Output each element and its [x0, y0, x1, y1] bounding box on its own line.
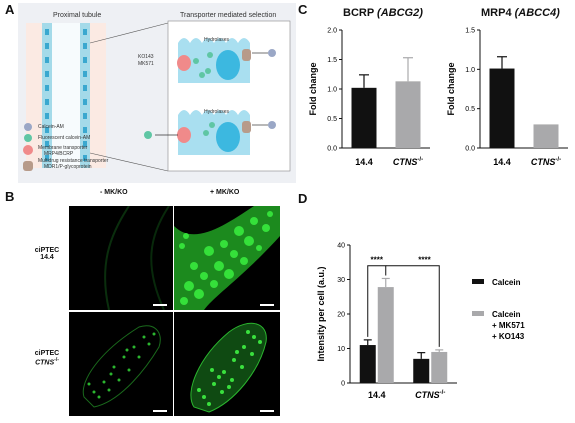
row-label-wt-line2: 14.4	[40, 254, 54, 261]
legend-calcein-am-label: Calcein-AM	[38, 124, 64, 130]
bcrp-category-label: 14.4	[355, 157, 373, 167]
legend-label: + MK571	[492, 321, 525, 330]
chart-mrp4: 0.0 0.5 1.0 1.5 Fold change 14.4 CTNS-/-	[446, 28, 568, 167]
zoom-line-top	[89, 22, 169, 44]
panel-a-schematic	[18, 3, 296, 183]
chart-c2-title-main: MRP4	[481, 7, 512, 19]
col-header-minus: - MK/KO	[100, 189, 128, 196]
mrp4-bar	[533, 124, 559, 148]
chart-c2-title: MRP4 (ABCC4)	[481, 7, 560, 19]
intensity-bar	[431, 351, 448, 383]
intensity-bar	[377, 287, 394, 383]
chart-intensity: 0 10 20 30 40 Intensity per cell (a.u.) 14.4 CT…	[316, 243, 525, 401]
legend-transporter-icon	[23, 145, 33, 155]
intensity-ytick-label: 40	[337, 243, 345, 250]
bcrp-category-label: CTNS-/-	[393, 157, 423, 167]
significance-label: ****	[418, 256, 431, 265]
bcrp-ytick-label: 2.0	[327, 28, 337, 35]
significance-bracket	[367, 265, 387, 337]
tubule-title: Proximal tubule	[53, 12, 102, 19]
legend-mdr-label: Multidrug resistance transporter	[38, 158, 109, 164]
legend-fluorescent-icon	[24, 134, 32, 142]
legend-label: Calcein	[492, 278, 521, 287]
tubule-lumen	[52, 23, 80, 168]
intensity-category-label: CTNS-/-	[415, 390, 445, 400]
bcrp-ylabel: Fold change	[308, 62, 318, 115]
legend-mdr-sub: MDR1/P-glycoprotein	[44, 164, 92, 170]
bcrp-ytick-label: 1.0	[327, 87, 337, 94]
scale-bar	[153, 304, 167, 306]
inhibitor-label-2: MK571	[138, 61, 154, 67]
row-label-wt-line1: ciPTEC	[34, 247, 60, 254]
mrp4-bar	[489, 68, 515, 148]
col-header-plus: + MK/KO	[210, 189, 240, 196]
panel-label-c: C	[298, 2, 308, 17]
chart-c1-title: BCRP (ABCG2)	[343, 7, 423, 19]
mrp4-ytick-label: 0.5	[465, 106, 475, 113]
row-label-ctns: ciPTEC CTNS-/-	[27, 350, 67, 366]
row-label-wt: ciPTEC 14.4	[27, 247, 67, 261]
intensity-ytick-label: 0	[341, 381, 345, 388]
chart-c1-title-main: BCRP	[343, 7, 374, 19]
intensity-ytick-label: 20	[337, 312, 345, 319]
chart-c2-title-gene: (ABCC4)	[514, 7, 560, 19]
intensity-ytick-label: 10	[337, 346, 345, 353]
scale-bar	[260, 410, 274, 412]
bcrp-ytick-label: 0.5	[327, 116, 337, 123]
legend-label: Calcein	[492, 310, 521, 319]
intensity-category-label: 14.4	[368, 390, 386, 400]
cell-upper	[177, 38, 276, 83]
panel-label-a: A	[5, 2, 15, 17]
mrp4-ytick-label: 1.5	[465, 28, 475, 35]
tubule-cell-layer-right	[80, 23, 90, 168]
tubule-cell-layer-left	[42, 23, 52, 168]
row-label-ctns-line2-wrap: CTNS-/-	[27, 357, 67, 366]
bcrp-ytick-label: 1.5	[327, 57, 337, 64]
legend-calcein-am-icon	[24, 123, 32, 131]
intensity-bar	[413, 358, 430, 383]
inhibitor-label-1: KO143	[138, 54, 154, 60]
micrograph-ctns-treated	[174, 312, 280, 416]
row-label-ctns-line1: ciPTEC	[34, 350, 60, 357]
chart-c1-title-gene: (ABCG2)	[377, 7, 423, 19]
significance-bracket	[385, 265, 440, 347]
legend-mdr-icon	[23, 161, 33, 171]
significance-label: ****	[371, 256, 384, 265]
legend-fluorescent-label: Fluorescent calcein-AM	[38, 135, 91, 141]
bcrp-ytick-label: 0.0	[327, 146, 337, 153]
hydrolases-label-1: Hydrolases	[204, 37, 230, 43]
chart-bcrp: 0.0 0.5 1.0 1.5 2.0 Fold change 14.4 CTNS-/-	[308, 28, 430, 167]
zoom-line-bottom	[89, 152, 169, 172]
panel-label-d: D	[298, 191, 308, 206]
legend-swatch	[472, 311, 484, 316]
mrp4-category-label: 14.4	[493, 157, 511, 167]
intensity-ytick-label: 30	[337, 277, 345, 284]
cell-lower	[144, 110, 276, 155]
intensity-bar	[359, 345, 376, 383]
legend-swatch	[472, 279, 484, 284]
mrp4-category-label: CTNS-/-	[531, 157, 561, 167]
row-label-ctns-gene: CTNS	[35, 359, 55, 367]
scale-bar	[260, 304, 274, 306]
scale-bar	[153, 410, 167, 412]
row-label-ctns-sup: -/-	[54, 357, 59, 363]
intensity-ylabel: Intensity per cell (a.u.)	[316, 266, 326, 361]
legend-label: + KO143	[492, 332, 525, 341]
mrp4-ylabel: Fold change	[446, 62, 456, 115]
panel-label-b: B	[5, 189, 15, 204]
legend-transporter-sub: MRP4/BCRP	[44, 151, 74, 157]
tubule-nuclei	[45, 29, 87, 161]
bcrp-bar	[395, 81, 421, 148]
bcrp-bar	[351, 87, 377, 148]
mrp4-ytick-label: 0.0	[465, 146, 475, 153]
micrograph-ctns-untreated	[69, 312, 173, 416]
selection-title: Transporter mediated selection	[180, 12, 277, 19]
mrp4-ytick-label: 1.0	[465, 67, 475, 74]
legend-transporter-label: Membrane transporter	[38, 145, 88, 151]
hydrolases-label-2: Hydrolases	[204, 109, 230, 115]
micrograph-wt-untreated	[69, 206, 173, 310]
micrograph-wt-treated	[174, 206, 280, 310]
